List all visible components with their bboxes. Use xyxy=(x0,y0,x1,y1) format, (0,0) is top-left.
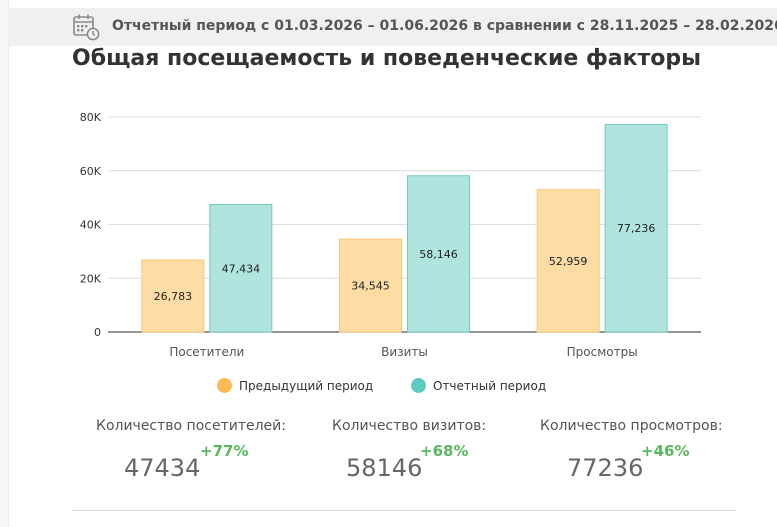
x-tick-label: Посетители xyxy=(169,345,244,359)
data-label: 58,146 xyxy=(419,248,458,261)
stat-label-visitors: Количество посетителей: xyxy=(96,418,286,434)
legend-dot-previous xyxy=(217,378,232,393)
calendar-clock-icon[interactable] xyxy=(72,13,100,46)
report-period-text: Отчетный период с 01.03.2026 – 01.06.202… xyxy=(112,18,777,34)
data-label: 52,959 xyxy=(549,255,588,268)
legend-dot-current xyxy=(411,378,426,393)
legend-item-current[interactable]: Отчетный период xyxy=(411,378,546,393)
bar-chart: 0 20K 40K 60K 80K Посетители 26,783 47,434 Визит… xyxy=(80,111,701,359)
y-tick-label: 20K xyxy=(80,272,102,285)
bar xyxy=(604,123,668,333)
x-tick-label: Визиты xyxy=(381,345,428,359)
bar xyxy=(407,175,470,333)
data-label: 77,236 xyxy=(617,222,656,235)
stat-label-pageviews: Количество просмотров: xyxy=(540,418,723,434)
stat-change-visitors: +77% xyxy=(200,442,249,460)
stat-value-pageviews: 77236 xyxy=(567,454,644,482)
bar xyxy=(209,204,273,333)
period-bar[interactable]: Отчетный период с 01.03.2026 – 01.06.202… xyxy=(8,8,777,46)
y-tick-label: 40K xyxy=(80,219,102,232)
chart-legend: Предыдущий период Отчетный период xyxy=(0,378,777,398)
data-label: 47,434 xyxy=(222,262,261,275)
y-tick-label: 0 xyxy=(94,326,101,339)
bar xyxy=(536,189,600,333)
legend-label-current: Отчетный период xyxy=(433,378,547,393)
stat-change-pageviews: +46% xyxy=(641,442,690,460)
stat-value-visitors: 47434 xyxy=(124,454,201,482)
page-title: Общая посещаемость и поведенческие факто… xyxy=(72,46,702,71)
stat-label-visits: Количество визитов: xyxy=(332,418,487,434)
bar xyxy=(141,259,205,333)
legend-item-previous[interactable]: Предыдущий период xyxy=(217,378,373,393)
left-strip xyxy=(0,0,9,527)
data-label: 26,783 xyxy=(154,290,193,303)
y-tick-label: 80K xyxy=(80,111,102,124)
y-tick-label: 60K xyxy=(80,165,102,178)
bottom-divider xyxy=(72,510,736,511)
stat-change-visits: +68% xyxy=(420,442,469,460)
data-label: 34,545 xyxy=(351,280,390,293)
legend-label-previous: Предыдущий период xyxy=(239,378,374,393)
bar xyxy=(339,238,402,333)
stat-value-visits: 58146 xyxy=(346,454,423,482)
x-tick-label: Просмотры xyxy=(567,345,638,359)
